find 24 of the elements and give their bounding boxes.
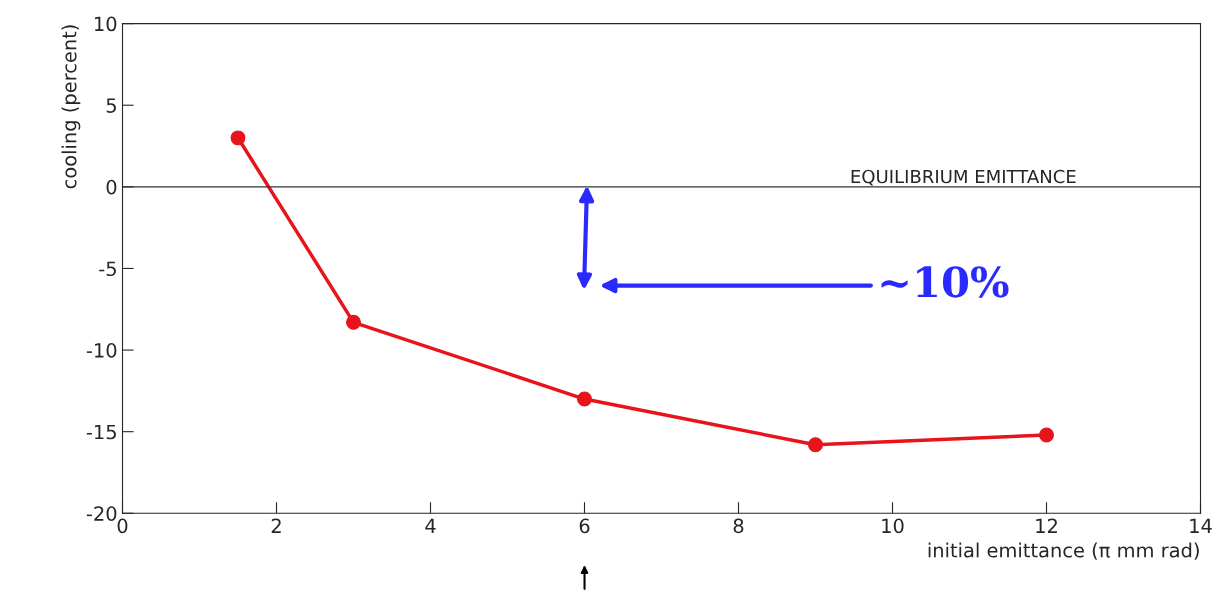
x-tick-label: 6 (579, 518, 590, 534)
ref-line-label: EQUILIBRIUM EMITTANCE (851, 169, 1076, 186)
x-tick-label: 12 (1036, 518, 1057, 533)
y-axis-title: cooling (percent) (61, 25, 81, 189)
y-tick-label: -20 (86, 506, 117, 521)
y-tick-label: -5 (99, 261, 116, 277)
x-tick-label: 2 (271, 518, 281, 533)
point (1039, 427, 1054, 443)
x-tick-label: 10 (882, 518, 904, 534)
y-tick-label: -15 (86, 424, 116, 440)
x-tick-label: 8 (733, 518, 744, 534)
y-tick-label: 5 (106, 98, 116, 113)
point (577, 391, 592, 407)
x-axis-title: initial emittance (π mm rad) (928, 542, 1199, 560)
y-tick-label: -10 (86, 343, 117, 358)
x-tick-label: 4 (425, 518, 436, 533)
x-tick-label: 14 (1190, 518, 1212, 533)
point (346, 314, 361, 330)
x-tick-label: 0 (117, 518, 128, 534)
annotation: ~10% (881, 266, 1009, 298)
y-tick-label: 10 (95, 16, 117, 32)
y-tick-label: 0 (106, 179, 117, 195)
point (808, 437, 823, 453)
point (230, 130, 246, 146)
